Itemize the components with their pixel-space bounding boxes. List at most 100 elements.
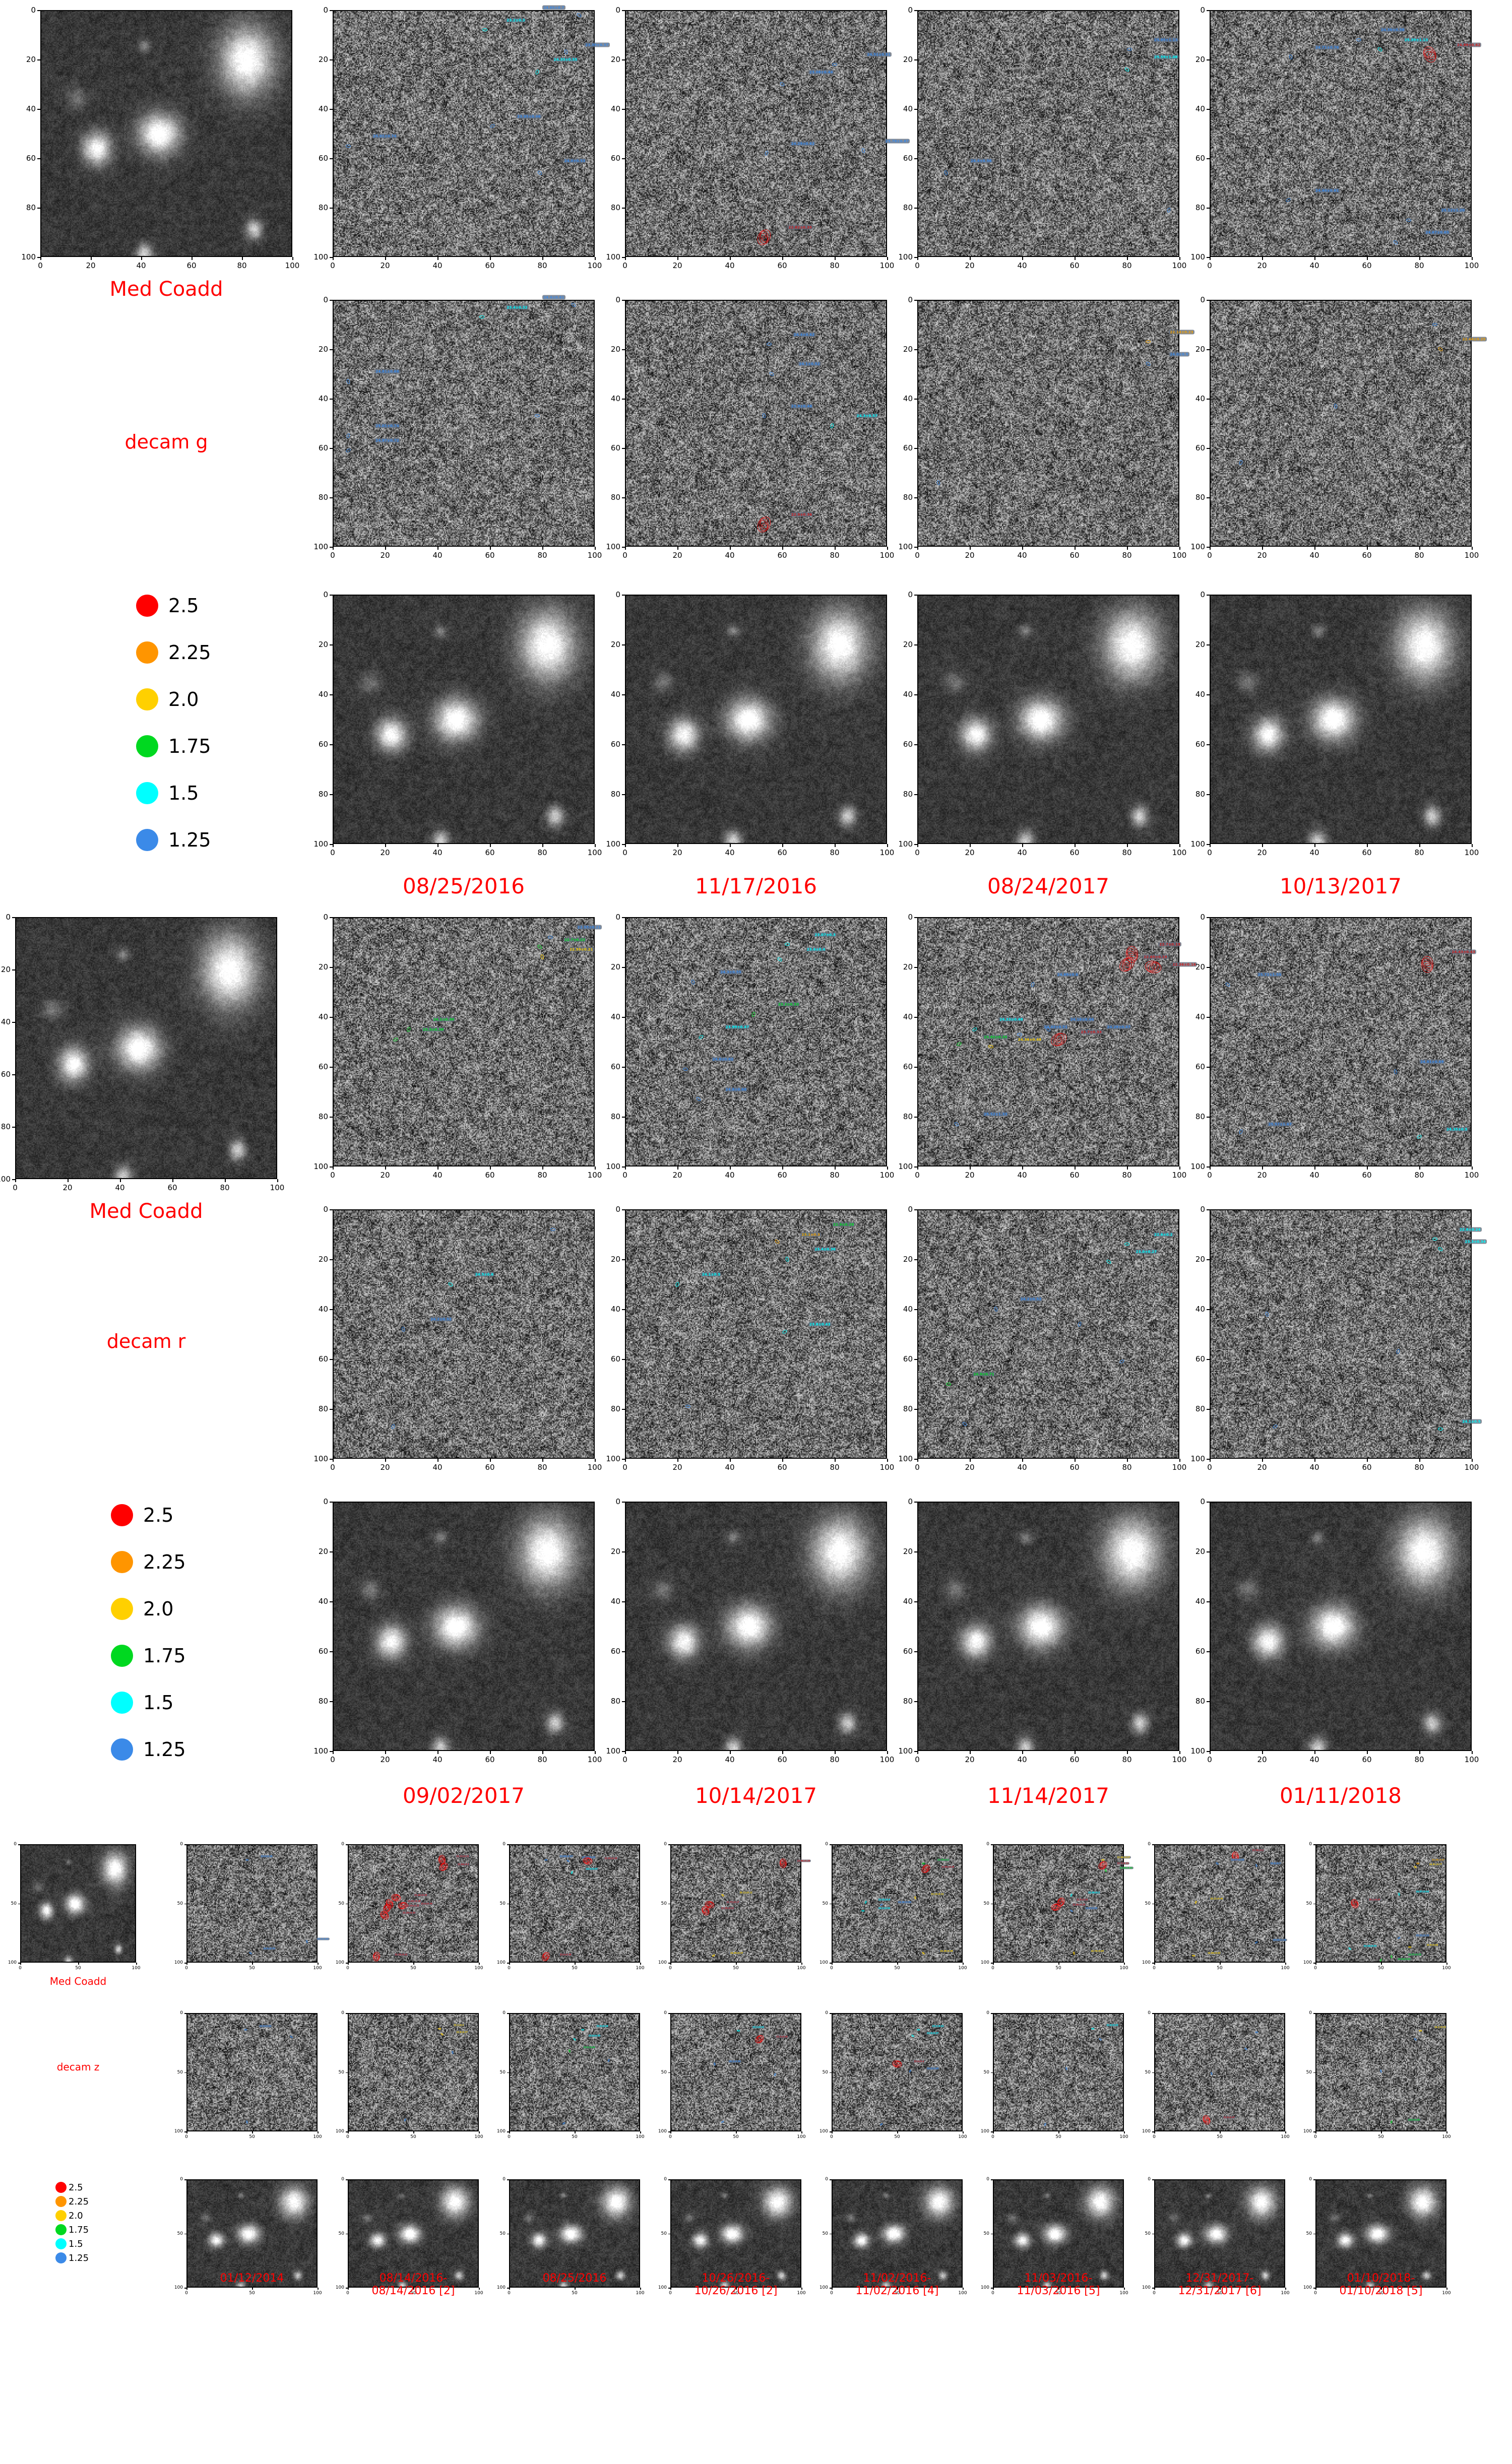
- detection-ellipse: [698, 1034, 704, 1040]
- detection-ellipse: [1238, 460, 1243, 466]
- axis-tick-x: 60: [485, 1171, 495, 1180]
- detection-label: 22.7±0.19: [1158, 942, 1181, 947]
- panel-frame: [625, 10, 887, 257]
- detection-ellipse: [1390, 2120, 1393, 2124]
- axis-tick-y: 80: [610, 493, 620, 502]
- axis-tick-y: 20: [903, 1547, 913, 1556]
- axis-tick-y: 20: [318, 345, 328, 354]
- axis-tick-y: 40: [1195, 1305, 1205, 1314]
- detection-ellipse: [1054, 1906, 1057, 1908]
- epoch-date-label-6: 12/31/2017- 12/31/2017 [6]: [1178, 2272, 1262, 2297]
- axis-tickmark-x: [917, 1166, 918, 1170]
- legend-label: 2.5: [143, 1504, 174, 1526]
- panel-frame: [917, 917, 1179, 1166]
- axis-tickmark-x: [333, 1459, 334, 1462]
- detection-label: 24.51±0.91: [866, 52, 892, 57]
- axis-tick-y: 100: [898, 252, 913, 262]
- detection-ellipse: [708, 1903, 711, 1906]
- axis-tick-x: 100: [270, 1183, 285, 1192]
- axis-tick-y: 100: [1142, 2129, 1151, 2134]
- axis-tick-y: 40: [318, 690, 328, 699]
- axis-tick-y: 40: [610, 1597, 620, 1606]
- axis-tickmark-x: [1127, 1166, 1128, 1170]
- axis-tick-x: 0: [346, 2291, 349, 2296]
- axis-tick-y: 100: [1190, 1746, 1205, 1756]
- detection-ellipse: [721, 1894, 725, 1897]
- detection-contour: [1100, 1862, 1106, 1869]
- axis-tickmark-x: [887, 844, 888, 847]
- epoch-date-label-5: 11/03/2016- 11/03/2016 [5]: [1017, 2272, 1100, 2297]
- axis-tickmark-x: [1022, 1751, 1023, 1754]
- detection-contour: [384, 1904, 390, 1912]
- axis-tickmark-y: [622, 794, 625, 795]
- detection-label: 23.9±0.47: [1222, 2116, 1236, 2119]
- difference-image: [626, 1210, 886, 1458]
- axis-tickmark-x: [479, 1963, 480, 1965]
- detection-ellipse: [1413, 2037, 1417, 2041]
- panel-frame: [509, 2013, 640, 2131]
- diff-image-panel-r2-c6: 0 0 50 50 100 100 23.9±0.47: [1142, 2011, 1290, 2139]
- axis-tick-x: 0: [622, 1755, 627, 1764]
- axis-tickmark-y: [330, 300, 333, 301]
- axis-tickmark-x: [917, 844, 918, 847]
- detection-label: 24.2±0.54: [877, 1907, 891, 1910]
- axis-tickmark-y: [830, 2072, 832, 2073]
- axis-tickmark-x: [625, 1166, 626, 1170]
- axis-tick-y: 40: [903, 104, 913, 113]
- axis-tick-x: 0: [622, 1171, 627, 1180]
- difference-image: [1211, 918, 1471, 1165]
- detection-ellipse: [675, 1281, 680, 1287]
- axis-tick-y: 80: [610, 203, 620, 212]
- detection-label: 23.04±0.3: [456, 1863, 470, 1866]
- detection-ellipse: [440, 2033, 444, 2036]
- axis-tick-y: 20: [903, 962, 913, 971]
- axis-tick-x: 100: [1119, 2134, 1128, 2139]
- detection-contour: [1116, 954, 1138, 975]
- axis-tick-x: 100: [1172, 1463, 1187, 1472]
- axis-tick-x: 100: [1442, 2134, 1451, 2139]
- diff-image-panel-r2-c1: 0 0 20 20 40 40 60 60 80 80 100 100 22.9±0.28 23.1±0.…: [606, 1205, 894, 1472]
- axis-tickmark-x: [1472, 1751, 1473, 1754]
- detection-label: 22.8±0.24: [1459, 1227, 1482, 1232]
- axis-tick-x: 0: [330, 1463, 335, 1472]
- legend-label: 1.75: [168, 735, 211, 757]
- detection-ellipse: [406, 1026, 411, 1032]
- legend-item-1-5: 1.5: [136, 782, 199, 804]
- legend-item-1-75: 1.75: [55, 2224, 89, 2235]
- axis-tickmark-x: [1367, 257, 1368, 260]
- axis-tickmark-y: [622, 1017, 625, 1018]
- axis-tickmark-x: [1210, 844, 1211, 847]
- diff-image-panel-r2-c0: 0 0 20 20 40 40 60 60 80 80 100 100 24.5±0.6 24.2±0.5…: [313, 1205, 602, 1472]
- detection-ellipse: [776, 956, 783, 962]
- axis-tickmark-x: [348, 2131, 349, 2133]
- detection-label: 22.76±0.25: [581, 1856, 596, 1859]
- axis-tick-x: 20: [1257, 1463, 1267, 1472]
- axis-tick-y: 40: [903, 394, 913, 403]
- detection-label: 24.28±0.47: [1106, 1024, 1131, 1029]
- axis-tick-y: 50: [661, 2069, 667, 2075]
- detection-ellipse: [785, 1256, 790, 1262]
- axis-tick-x: 40: [1309, 551, 1319, 560]
- detection-label: 23.0±0.28: [595, 2025, 609, 2028]
- legend-item-2-5: 2.5: [136, 595, 199, 617]
- axis-tickmark-x: [887, 257, 888, 260]
- axis-tickmark-x: [68, 1179, 69, 1182]
- axis-tick-x: 20: [672, 1463, 682, 1472]
- legend-item-2-25: 2.25: [111, 1551, 186, 1573]
- difference-image: [1316, 2014, 1445, 2130]
- axis-tick-x: 80: [1414, 1171, 1424, 1180]
- axis-tick-x: 0: [13, 1183, 18, 1192]
- axis-tick-x: 100: [132, 1966, 141, 1971]
- difference-image: [918, 1210, 1178, 1458]
- science-image: [349, 2180, 478, 2287]
- axis-tickmark-x: [1127, 257, 1128, 260]
- band-label-decam-z: decam z: [56, 2061, 100, 2073]
- axis-tick-x: 80: [830, 1171, 840, 1180]
- panel-frame: [625, 300, 887, 547]
- detection-contour: [1052, 1903, 1059, 1911]
- axis-tickmark-y: [622, 399, 625, 400]
- axis-tick-y: 0: [664, 2177, 667, 2182]
- axis-tick-x: 20: [1257, 1171, 1267, 1180]
- axis-tickmark-x: [542, 1751, 543, 1754]
